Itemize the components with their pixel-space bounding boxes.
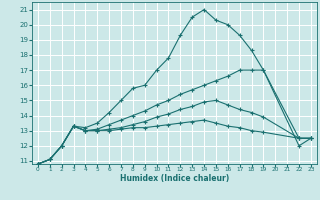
X-axis label: Humidex (Indice chaleur): Humidex (Indice chaleur) [120, 174, 229, 183]
